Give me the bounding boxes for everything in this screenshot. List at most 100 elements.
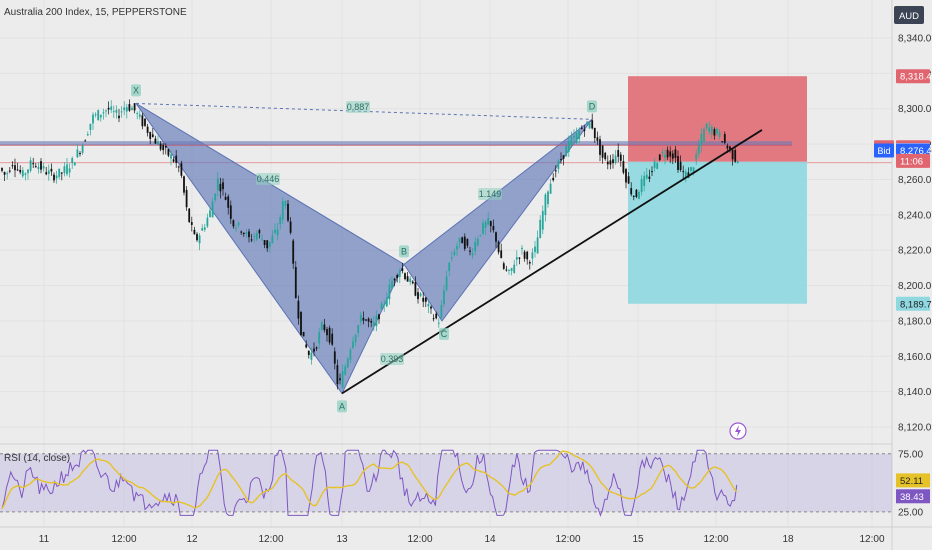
pattern-ratio-label: 0.393 [381,354,404,364]
candle-body [149,132,152,139]
candle-body [443,290,445,304]
chart-title: Australia 200 Index, 15, PEPPERSTONE [4,7,187,18]
candle-body [393,278,396,281]
candle-body [131,107,133,111]
candle-body [736,161,739,163]
pattern-labels: X A B C D 0.887 0.446 0.393 1.149 [131,84,597,413]
candle-body [383,304,386,306]
candle-body [609,160,612,165]
candle-body [263,240,266,245]
candle-body [409,278,412,283]
currency-button[interactable]: AUD [894,6,924,24]
pattern-point-box [131,84,141,97]
candle-body [97,110,100,121]
candle-body [534,246,536,253]
candle-body [703,128,705,142]
candle-body [627,176,630,184]
candle-body [565,145,568,157]
candle-body [471,253,474,256]
candle-body [258,230,261,234]
candle-body [437,322,440,324]
candle-body [214,193,217,201]
candle-body [586,121,588,123]
lightning-icon[interactable] [729,422,747,440]
position-zones [628,76,807,304]
candle-body [32,163,35,165]
candle-body [549,183,552,194]
stop-loss-zone [628,76,807,162]
candle-body [196,233,198,241]
candle-body [601,145,604,158]
candle-body [333,351,336,364]
candle-body [133,103,136,111]
candle-body [331,333,334,345]
price-tick-label: 8,120.0 [898,423,932,434]
candle-body [692,167,695,174]
candle-body [294,267,297,299]
candle-body [515,257,518,260]
candle-body [552,177,555,181]
candle-body [242,232,245,234]
price-label-text: 8,189.7 [900,299,932,310]
candle-body [666,149,669,158]
candle-body [729,146,731,151]
trendline[interactable] [341,129,763,395]
candle-body [3,172,6,175]
candle-body [154,138,157,144]
candle-body [261,239,263,241]
candle-body [635,189,638,198]
candle-body [718,132,721,137]
candle-body [105,110,107,112]
candle-body [60,172,63,174]
candle-body [99,114,102,118]
candle-body [575,132,578,143]
candle-body [643,175,646,186]
candle-body [630,188,633,195]
candle-body [466,239,469,246]
candle-body [211,201,214,218]
candle-body [170,154,172,159]
candle-body [40,161,42,170]
pattern-ratio-box [478,188,502,200]
candle-body [721,141,724,143]
candle-body [11,165,14,167]
candle-body [115,109,118,113]
candle-body [705,123,708,129]
candle-body [562,155,565,159]
candle-body [6,173,9,175]
candle-body [612,159,614,164]
candle-body [531,252,534,259]
candle-body [406,276,409,282]
candle-body [175,155,178,163]
candle-body [687,172,690,178]
pattern-ratio-label: 0.446 [257,174,280,184]
pattern-ratio-label: 1.149 [479,189,502,199]
time-tick-label: 12:00 [555,534,580,545]
candle-body [289,221,292,233]
candle-body [547,191,549,205]
candle-body [411,281,414,284]
candle-body [146,126,149,133]
candle-body [417,292,419,300]
pattern-point-box [439,327,449,340]
candle-body [349,349,352,360]
time-tick-label: 12:00 [859,534,884,545]
candle-body [583,129,586,132]
candle-body [276,229,279,236]
candle-body [422,297,425,302]
candle-body [625,169,627,183]
price-label-box [896,69,930,84]
candle-body [159,143,162,150]
pattern-ratio-box [346,101,370,113]
time-axis[interactable]: 11 12:00 12 12:00 13 12:00 14 12:00 15 12:00 18 12:… [39,534,885,545]
candle-body [123,107,126,111]
candle-body [427,303,430,307]
candle-body [401,268,404,271]
candle-body [682,171,685,173]
candle-body [313,348,315,352]
candle-body [86,134,89,136]
candle-body [167,149,170,156]
candle-body [271,235,274,244]
candle-body [367,318,370,322]
